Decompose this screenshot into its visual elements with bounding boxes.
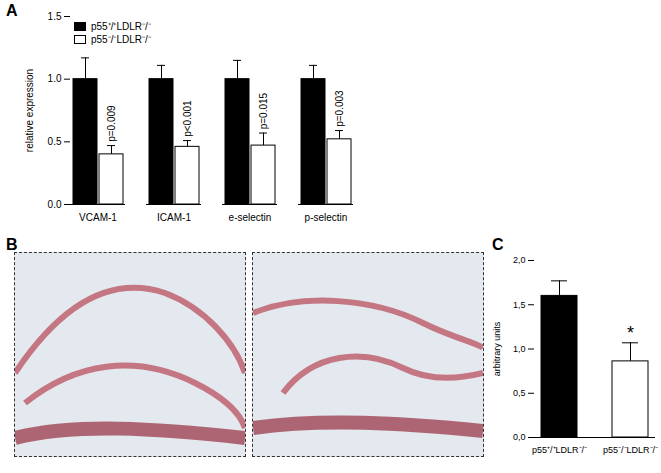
svg-text:p-selectin: p-selectin (305, 212, 348, 223)
svg-text:*: * (627, 323, 634, 343)
svg-text:p55⁺/⁺LDLR⁻/⁻: p55⁺/⁺LDLR⁻/⁻ (532, 445, 587, 455)
svg-text:0,0: 0,0 (513, 432, 526, 442)
svg-text:p=0.015: p=0.015 (258, 92, 269, 129)
svg-text:VCAM-1: VCAM-1 (79, 212, 117, 223)
html-text:A: A (6, 2, 18, 19)
svg-text:0.5: 0.5 (48, 136, 62, 147)
html-text:B: B (6, 236, 18, 253)
svg-text:0,5: 0,5 (513, 388, 526, 398)
svg-text:p=0.003: p=0.003 (334, 90, 345, 127)
svg-text:0.0: 0.0 (48, 199, 62, 210)
svg-text:ICAM-1: ICAM-1 (157, 212, 191, 223)
svg-text:1,0: 1,0 (513, 344, 526, 354)
html-text:p55⁻/⁻LDLR⁻/⁻: p55⁻/⁻LDLR⁻/⁻ (91, 34, 151, 45)
svg-text:p=0.009: p=0.009 (106, 105, 117, 142)
svg-text:relative expression: relative expression (24, 69, 35, 152)
svg-text:arbitrary units: arbitrary units (492, 321, 502, 376)
svg-text:1.0: 1.0 (48, 73, 62, 84)
svg-text:1,5: 1,5 (513, 300, 526, 310)
svg-text:2,0: 2,0 (513, 255, 526, 265)
svg-text:1.5: 1.5 (48, 11, 62, 22)
svg-text:p55⁻/⁻LDLR⁻/⁻: p55⁻/⁻LDLR⁻/⁻ (603, 445, 658, 455)
svg-text:p<0.001: p<0.001 (182, 100, 193, 137)
svg-text:e-selectin: e-selectin (229, 212, 272, 223)
html-text:C: C (492, 236, 504, 253)
html-text:p55⁺/⁺LDLR⁻/⁻: p55⁺/⁺LDLR⁻/⁻ (91, 21, 151, 32)
